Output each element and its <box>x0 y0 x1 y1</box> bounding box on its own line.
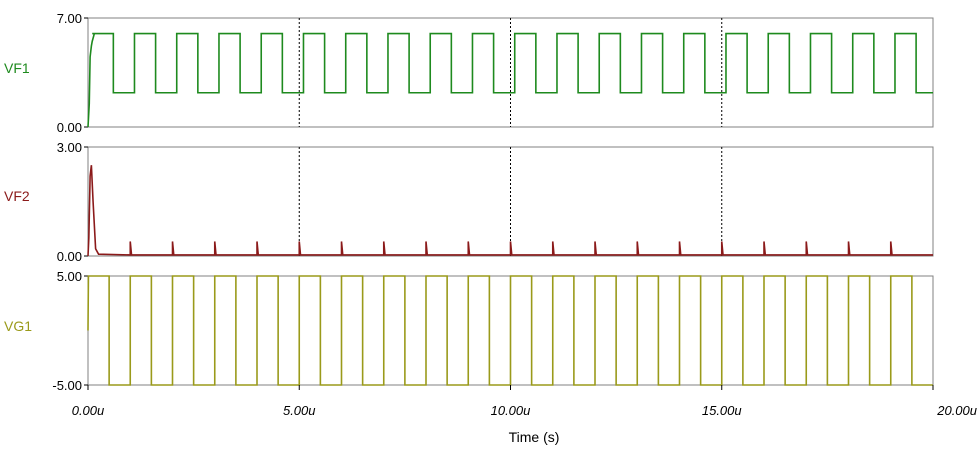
series-line-vf2 <box>87 165 933 257</box>
panel-frame <box>87 17 934 128</box>
y-tick-label: 0.00 <box>57 120 82 135</box>
y-tick-label: 5.00 <box>57 269 82 284</box>
x-axis: 0.00u 5.00u 10.00u 15.00u 20.00u <box>72 385 977 418</box>
series-line-vf1 <box>87 32 933 128</box>
chart-panels: 7.00 0.00 VF1 3.00 0.00 VF2 5.00 -5.00 VG1 <box>4 11 934 393</box>
y-tick-label: -5.00 <box>52 378 82 393</box>
trace-label-vg1: VG1 <box>4 318 32 334</box>
y-tick-label: 3.00 <box>57 140 82 155</box>
panel-vf1: 7.00 0.00 VF1 <box>4 11 934 135</box>
x-tick-label: 10.00u <box>491 403 531 418</box>
panel-vg1: 5.00 -5.00 VG1 <box>4 269 934 393</box>
series-line-vg1 <box>87 275 933 386</box>
x-tick-label: 20.00u <box>936 403 977 418</box>
x-tick-label: 15.00u <box>702 403 742 418</box>
y-tick-label: 0.00 <box>57 249 82 264</box>
y-tick-label: 7.00 <box>57 11 82 26</box>
x-axis-title: Time (s) <box>509 429 560 445</box>
trace-label-vf2: VF2 <box>4 188 30 204</box>
trace-label-vf1: VF1 <box>4 60 30 76</box>
x-tick-label: 0.00u <box>72 403 105 418</box>
panel-vf2: 3.00 0.00 VF2 <box>4 140 934 264</box>
x-tick-label: 5.00u <box>283 403 316 418</box>
